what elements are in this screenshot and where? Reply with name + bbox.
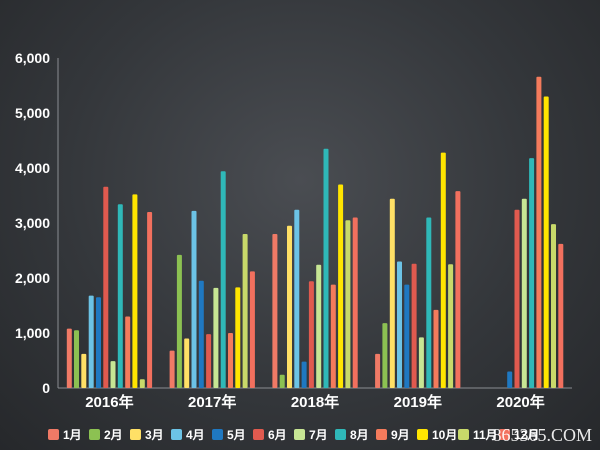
bar — [308, 281, 314, 388]
bar — [228, 333, 233, 388]
legend-swatch — [253, 429, 264, 440]
y-tick-label: 0 — [42, 380, 50, 396]
bar — [536, 76, 542, 388]
legend-label: 2月 — [104, 428, 123, 442]
bar — [198, 280, 204, 389]
legend-swatch — [48, 429, 59, 440]
bar — [558, 243, 564, 388]
legend-label: 9月 — [391, 428, 410, 442]
legend-label: 4月 — [186, 428, 205, 442]
bar — [382, 323, 388, 388]
bar — [272, 234, 278, 388]
bar — [184, 338, 190, 388]
legend-swatch — [458, 429, 469, 440]
x-category-label: 2016年 — [85, 393, 133, 411]
y-tick-label: 5,000 — [15, 105, 50, 121]
legend-swatch — [89, 429, 100, 440]
bar — [514, 209, 520, 388]
bar — [88, 295, 94, 388]
legend-swatch — [130, 429, 141, 440]
legend: 1月 2月 3月 4月 5月 6月 7月 8月 9月 10月 11月 12月 — [48, 428, 539, 442]
bar — [206, 334, 212, 388]
bar — [110, 361, 116, 388]
bar — [529, 158, 535, 388]
bar — [176, 254, 182, 388]
bar — [404, 284, 410, 388]
bar — [132, 194, 138, 388]
bar — [287, 225, 292, 389]
x-category-label: 2020年 — [496, 393, 544, 411]
bar — [220, 171, 226, 388]
bar — [543, 96, 549, 388]
bar — [448, 264, 454, 389]
legend-swatch — [376, 429, 387, 440]
bar — [81, 353, 87, 388]
bar — [330, 284, 336, 388]
legend-swatch — [171, 429, 182, 440]
bar — [433, 309, 439, 388]
bars — [66, 76, 564, 389]
y-tick-label: 4,000 — [15, 160, 50, 176]
bar — [125, 316, 131, 388]
x-category-label: 2019年 — [394, 393, 442, 411]
bar — [117, 204, 123, 388]
bar — [521, 198, 527, 388]
bar — [301, 361, 307, 388]
x-category-label: 2017年 — [188, 393, 236, 411]
bar — [507, 371, 513, 388]
legend-swatch — [499, 429, 510, 440]
bar — [345, 220, 351, 389]
bar — [352, 217, 358, 388]
bar — [74, 330, 79, 389]
bar — [440, 152, 446, 388]
bar — [338, 184, 344, 388]
bar — [235, 287, 241, 388]
legend-label: 8月 — [350, 428, 369, 442]
bar — [96, 297, 101, 389]
y-tick-label: 1,000 — [15, 325, 50, 341]
bar — [249, 271, 255, 388]
bar — [66, 328, 72, 388]
bar — [375, 353, 381, 388]
bar — [279, 374, 285, 388]
legend-label: 10月 — [432, 428, 457, 442]
bar — [191, 210, 197, 388]
watermark-text: 865365.COM — [492, 425, 592, 445]
bar — [551, 224, 556, 388]
bar — [103, 186, 109, 388]
legend-swatch — [212, 429, 223, 440]
bar — [294, 209, 300, 388]
legend-label: 6月 — [268, 428, 287, 442]
y-tick-label: 2,000 — [15, 270, 50, 286]
legend-label: 5月 — [227, 428, 246, 442]
legend-swatch — [417, 429, 428, 440]
bar — [169, 350, 175, 388]
bar — [139, 379, 145, 388]
legend-swatch — [335, 429, 346, 440]
bar — [316, 264, 322, 388]
axes: 0 1,000 2,000 3,000 4,000 5,000 6,000 2016年 2017… — [15, 50, 572, 411]
legend-label: 1月 — [63, 428, 82, 442]
legend-label: 11月 — [473, 428, 498, 442]
legend-label: 3月 — [145, 428, 164, 442]
bar — [323, 148, 329, 389]
bar — [242, 234, 248, 388]
bar — [426, 217, 432, 388]
bar — [213, 287, 219, 388]
y-tick-label: 3,000 — [15, 215, 50, 231]
bar — [411, 263, 417, 388]
x-category-label: 2018年 — [291, 393, 339, 411]
legend-label: 7月 — [309, 428, 328, 442]
legend-swatch — [294, 429, 305, 440]
bar — [389, 198, 395, 388]
bar — [147, 212, 153, 388]
bar — [397, 261, 402, 388]
bar — [455, 191, 461, 388]
legend-label: 12月 — [514, 428, 539, 442]
bar — [418, 337, 424, 388]
y-tick-label: 6,000 — [15, 50, 50, 66]
